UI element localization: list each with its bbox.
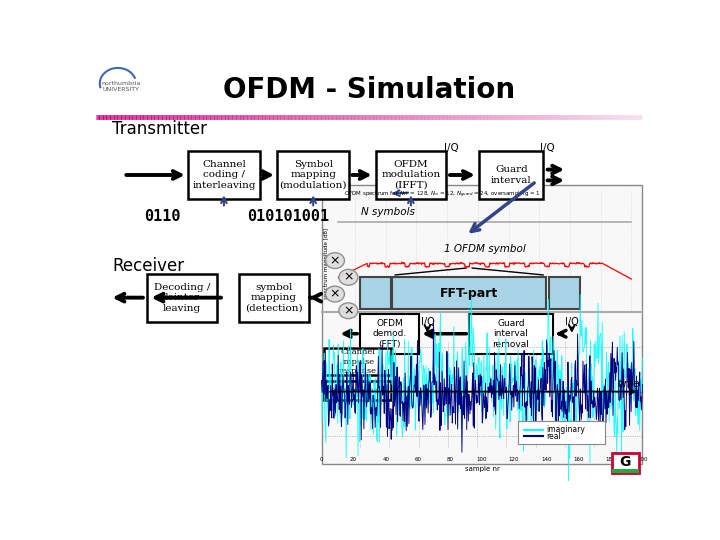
Text: N symbols: N symbols [361,207,415,217]
Text: 1 OFDM symbol: 1 OFDM symbol [444,245,526,254]
Text: Channel
impulse
response: Channel impulse response [339,348,377,375]
Bar [277,151,349,199]
Text: spectrum magnitude [dB]: spectrum magnitude [dB] [323,228,328,299]
Text: ×: × [330,254,341,267]
Text: 80: 80 [446,457,454,462]
Bar [188,151,260,199]
Text: OFDM
demod.
(FFT): OFDM demod. (FFT) [373,319,407,349]
Bar [324,381,392,400]
Bar [147,274,217,321]
Text: I/Q: I/Q [420,317,434,327]
Text: OFDM spectrum for $N_{FF}$ = 128, $N_{vi}$ = 12, $N_{guard}$ = 24, oversampling : OFDM spectrum for $N_{FF}$ = 128, $N_{vi… [344,190,541,200]
Text: real: real [546,431,561,441]
Text: time: time [618,380,639,389]
Text: 010101001: 010101001 [247,209,329,224]
Text: Guard
interval: Guard interval [491,165,531,185]
Bar [392,278,546,309]
Text: 180: 180 [605,457,616,462]
Bar [324,348,392,375]
Text: ×: × [330,287,341,301]
Text: 120: 120 [509,457,519,462]
Text: 100: 100 [477,457,487,462]
Text: Receiver: Receiver [112,258,184,275]
Text: ×: × [343,304,354,317]
Text: northumbria
UNIVERSITY: northumbria UNIVERSITY [101,81,140,92]
Text: I/Q: I/Q [565,317,579,327]
Text: 0110: 0110 [144,209,181,224]
Ellipse shape [339,269,358,285]
Text: 60: 60 [414,457,421,462]
Text: Channel
coding /
interleaving: Channel coding / interleaving [192,160,256,190]
Text: I/Q: I/Q [540,143,555,153]
Text: I/Q: I/Q [444,143,459,153]
Bar [480,151,544,199]
Text: 200: 200 [637,457,648,462]
Ellipse shape [339,303,358,319]
Text: G: G [619,455,631,469]
Ellipse shape [325,286,344,302]
Text: 140: 140 [541,457,552,462]
Bar [322,185,642,464]
Bar [549,278,580,309]
Text: ×: × [343,271,354,284]
Text: Symbol
mapping
(modulation): Symbol mapping (modulation) [279,160,347,190]
Bar [360,278,390,309]
Text: FFT-part: FFT-part [440,287,498,300]
Text: symbol
mapping
(detection): symbol mapping (detection) [246,283,303,313]
Bar [612,453,639,473]
Text: sample nr: sample nr [464,466,500,472]
Text: 20: 20 [350,457,357,462]
Text: Channel est.: Channel est. [331,387,384,395]
Text: OFDM - Simulation: OFDM - Simulation [223,76,515,104]
Bar [376,151,446,199]
Bar [239,274,309,321]
Text: 160: 160 [573,457,583,462]
Bar [469,314,552,354]
Text: OFDM
modulation
(IFFT): OFDM modulation (IFFT) [381,160,441,190]
Text: 0: 0 [320,457,323,462]
Text: Transmitter: Transmitter [112,120,207,138]
Text: 40: 40 [382,457,390,462]
Bar [518,421,605,443]
Text: Decoding /
deinter-
leaving: Decoding / deinter- leaving [154,283,210,313]
Bar [360,314,420,354]
Bar [612,469,639,473]
Ellipse shape [325,253,344,268]
Text: Guard
interval
removal: Guard interval removal [492,319,529,349]
Text: imaginary: imaginary [546,426,585,434]
